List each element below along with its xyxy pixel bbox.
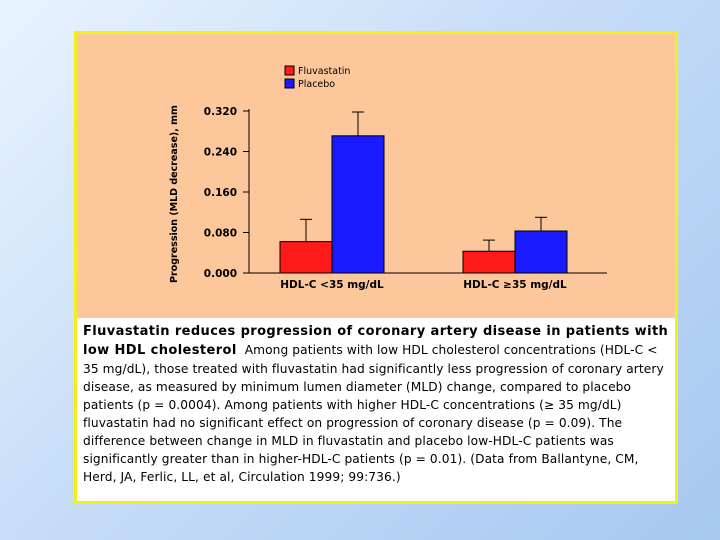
x-axis: HDL-C <35 mg/dL HDL-C ≥35 mg/dL xyxy=(249,272,607,291)
bar-fluvastatin xyxy=(279,241,333,274)
bars xyxy=(279,111,568,274)
y-tick-label: 0.240 xyxy=(204,147,237,159)
caption-body: Among patients with low HDL cholesterol … xyxy=(83,343,664,484)
y-tick-label: 0.080 xyxy=(204,228,237,240)
legend-swatch-placebo xyxy=(284,78,295,89)
y-tick-label: 0.320 xyxy=(204,106,237,118)
caption-title: Fluvastatin reduces progression of coron… xyxy=(83,324,669,358)
bar-fluvastatin xyxy=(462,250,516,274)
legend-swatch-fluvastatin xyxy=(284,65,295,76)
legend-label-fluvastatin: Fluvastatin xyxy=(298,66,350,77)
x-category-label: HDL-C ≥35 mg/dL xyxy=(463,279,567,291)
bar-placebo xyxy=(514,230,568,274)
bar-placebo xyxy=(331,135,385,274)
chart-panel: Fluvastatin Placebo Progression (MLD decr… xyxy=(77,34,675,318)
y-tick-label: 0.000 xyxy=(204,268,237,280)
caption: Fluvastatin reduces progression of coron… xyxy=(83,322,675,486)
slide-card: Fluvastatin Placebo Progression (MLD decr… xyxy=(74,31,678,504)
legend-label-placebo: Placebo xyxy=(298,79,335,90)
bar-chart: Fluvastatin Placebo Progression (MLD decr… xyxy=(169,65,607,291)
x-category-label: HDL-C <35 mg/dL xyxy=(280,279,384,291)
y-tick-label: 0.160 xyxy=(204,187,237,199)
y-axis-ticks: 0.000 0.080 0.160 0.240 0.320 xyxy=(204,106,250,280)
legend: Fluvastatin Placebo xyxy=(284,65,350,90)
y-axis-label: Progression (MLD decrease), mm xyxy=(169,105,180,283)
